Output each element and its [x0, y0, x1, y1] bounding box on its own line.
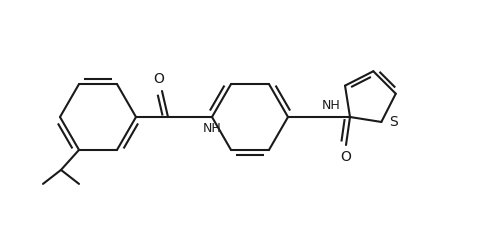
- Text: NH: NH: [203, 122, 221, 135]
- Text: O: O: [153, 72, 164, 86]
- Text: O: O: [340, 150, 351, 164]
- Text: NH: NH: [321, 99, 340, 112]
- Text: S: S: [389, 115, 397, 129]
